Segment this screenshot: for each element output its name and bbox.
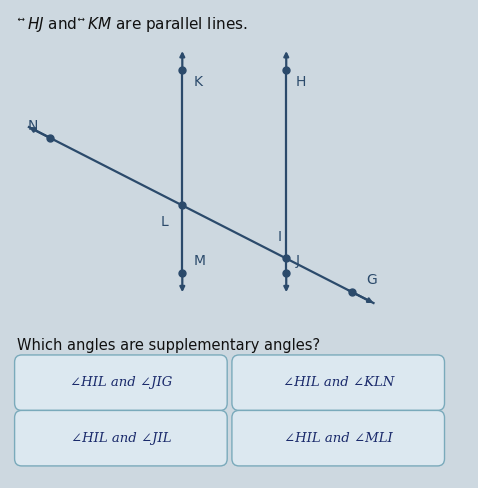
Text: ∠HIL and ∠JIG: ∠HIL and ∠JIG	[70, 376, 172, 389]
Text: K: K	[194, 75, 203, 89]
Text: L: L	[161, 215, 168, 229]
Point	[178, 202, 186, 209]
Text: Which angles are supplementary angles?: Which angles are supplementary angles?	[17, 338, 320, 353]
FancyBboxPatch shape	[15, 410, 227, 466]
Text: ∠HIL and ∠MLI: ∠HIL and ∠MLI	[284, 432, 392, 445]
Point	[178, 66, 186, 74]
Point	[282, 269, 290, 277]
Point	[282, 255, 290, 263]
Text: H: H	[296, 75, 306, 89]
Text: ∠HIL and ∠KLN: ∠HIL and ∠KLN	[282, 376, 394, 389]
FancyBboxPatch shape	[232, 355, 445, 410]
Text: I: I	[278, 230, 282, 244]
FancyBboxPatch shape	[232, 410, 445, 466]
Text: M: M	[194, 254, 206, 268]
Text: J: J	[296, 254, 300, 268]
Text: G: G	[367, 273, 377, 287]
Point	[282, 66, 290, 74]
Text: ∠HIL and ∠JIL: ∠HIL and ∠JIL	[71, 432, 171, 445]
Point	[348, 288, 356, 296]
Text: N: N	[28, 119, 38, 133]
Point	[178, 269, 186, 277]
FancyBboxPatch shape	[15, 355, 227, 410]
Text: $\overleftrightarrow{HJ}$ and $\overleftrightarrow{KM}$ are parallel lines.: $\overleftrightarrow{HJ}$ and $\overleft…	[17, 15, 248, 34]
Point	[46, 134, 54, 142]
